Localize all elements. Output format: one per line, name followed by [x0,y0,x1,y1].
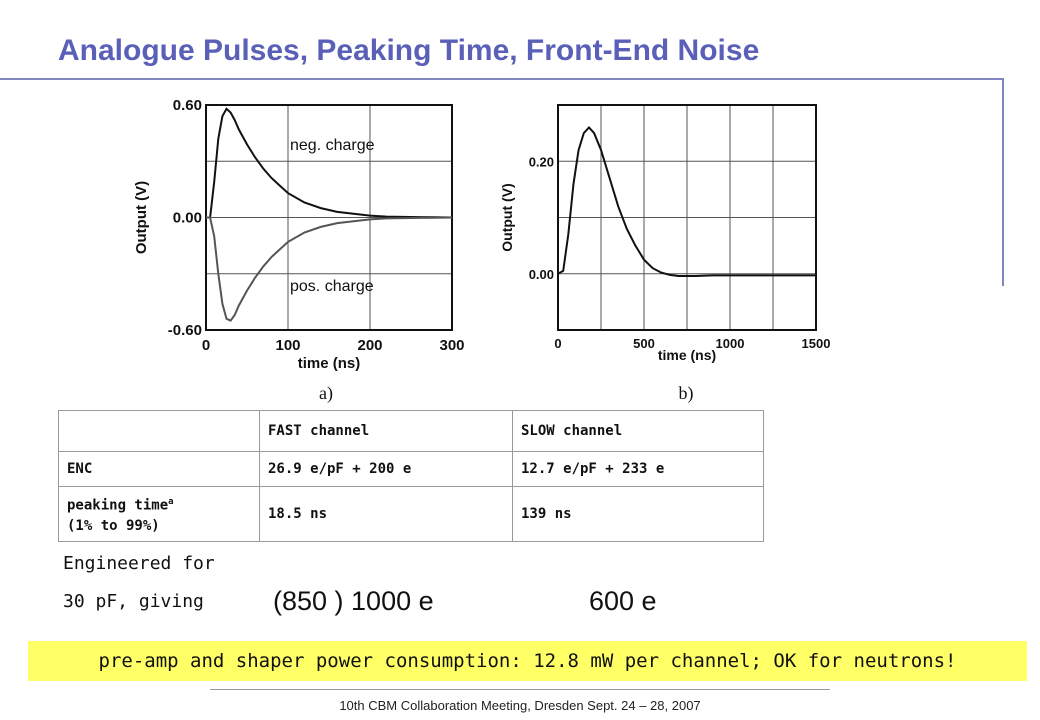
table-header-row: FAST channel SLOW channel [58,410,764,452]
slow-enc-value: 600 e [589,586,657,616]
x-tick-label: 100 [275,337,300,354]
chart-a-x-label: time (ns) [298,355,361,372]
chart-a-series [206,107,453,322]
engineered-line-2: 30 pF, giving [63,591,204,612]
x-tick-label: 1500 [802,336,831,351]
enc-table: FAST channel SLOW channel ENC 26.9 e/pF … [58,410,764,542]
fast-enc-value: (850 ) 1000 e [273,586,434,616]
engineered-line-1: Engineered for [63,553,215,574]
table-cell-enc-fast: 26.9 e/pF + 200 e [259,451,513,487]
chart-a-x-ticks: 0 100 200 300 [202,337,465,354]
y-tick-label: 0.20 [529,154,554,169]
x-tick-label: 1000 [716,336,745,351]
chart-a: 0 100 200 300 0.60 0.00 -0.60 time (ns) Outpu… [133,97,465,404]
table-header-fast: FAST channel [259,410,513,452]
table-cell-peaking-slow: 139 ns [512,486,764,542]
table-row: peaking timea (1% to 99%) 18.5 ns 139 ns [58,486,764,542]
table-row-label-enc: ENC [58,451,260,487]
table-header-slow: SLOW channel [512,410,764,452]
title-rule [0,78,1004,80]
chart-b-x-ticks: 0 500 1000 1500 [554,336,830,351]
chart-b: 0 500 1000 1500 0.20 0.00 time (ns) Output (… [499,104,830,404]
table-row: ENC 26.9 e/pF + 200 e 12.7 e/pF + 233 e [58,451,764,487]
slide-footer: 10th CBM Collaboration Meeting, Dresden … [339,698,701,713]
chart-b-series [557,126,816,277]
chart-b-x-label: time (ns) [658,347,716,363]
y-tick-label: 0.60 [173,97,202,114]
chart-a-annotation-neg: neg. charge [290,137,375,154]
side-rule [1002,78,1004,286]
chart-b-y-ticks: 0.20 0.00 [529,154,554,282]
peaking-footnote-mark: a [168,497,174,508]
table-cell-peaking-fast: 18.5 ns [259,486,513,542]
chart-b-grid [558,105,816,330]
chart-a-y-ticks: 0.60 0.00 -0.60 [168,97,202,339]
x-tick-label: 500 [633,336,655,351]
y-tick-label: 0.00 [529,267,554,282]
x-tick-label: 300 [439,337,464,354]
peaking-range: (1% to 99%) [67,517,160,534]
series-line-1 [206,107,453,219]
y-tick-label: 0.00 [173,210,202,227]
peaking-label: peaking time [67,497,169,514]
power-banner: pre-amp and shaper power consumption: 12… [28,641,1027,681]
table-header-blank [58,410,260,452]
table-row-label-peaking: peaking timea (1% to 99%) [58,486,260,542]
x-tick-label: 0 [554,336,561,351]
x-tick-label: 200 [357,337,382,354]
chart-a-y-label: Output (V) [133,181,150,254]
table-cell-enc-slow: 12.7 e/pF + 233 e [512,451,764,487]
chart-a-annotation-pos: pos. charge [290,278,374,295]
slide-title: Analogue Pulses, Peaking Time, Front-End… [58,34,760,67]
x-tick-label: 0 [202,337,210,354]
chart-b-frame [557,104,817,331]
series-line-1 [557,126,816,277]
footer-rule [210,689,830,690]
chart-b-panel-label: b) [679,383,694,404]
chart-a-grid [206,105,452,330]
series-line-2 [206,216,453,322]
chart-b-y-label: Output (V) [499,183,515,251]
chart-a-panel-label: a) [319,383,333,404]
y-tick-label: -0.60 [168,322,202,339]
